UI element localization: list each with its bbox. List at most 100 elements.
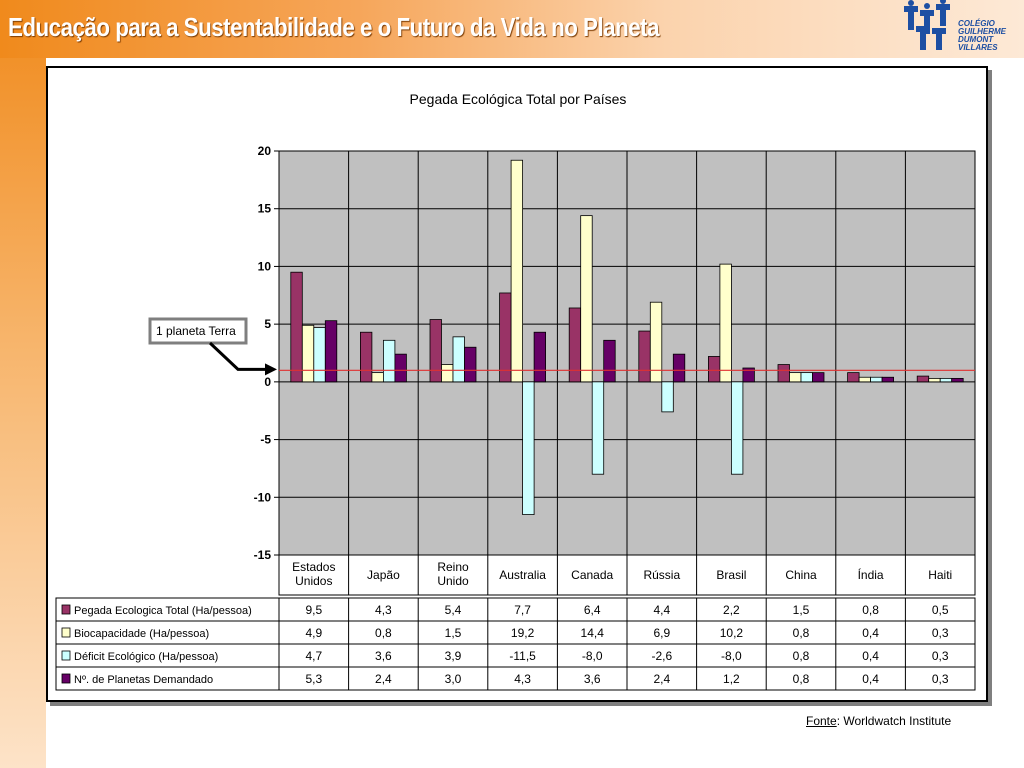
bar bbox=[591, 381, 605, 475]
chart-title: Pegada Ecológica Total por Países bbox=[410, 91, 627, 107]
annotation-arrow-line bbox=[208, 341, 267, 371]
x-tick-label: China bbox=[785, 568, 817, 582]
data-label: 10,2 bbox=[720, 626, 744, 640]
data-label: 3,0 bbox=[445, 672, 462, 686]
slide-background-top bbox=[0, 0, 1024, 58]
data-label: 19,2 bbox=[511, 626, 535, 640]
y-tick-label: 10 bbox=[258, 259, 272, 273]
data-label: 0,4 bbox=[862, 672, 879, 686]
legend-swatch bbox=[61, 650, 71, 661]
bar bbox=[951, 377, 964, 383]
bar bbox=[777, 364, 790, 383]
data-label: -11,5 bbox=[509, 649, 536, 663]
x-tick-label-line: Canada bbox=[571, 568, 613, 582]
data-label: -8,0 bbox=[582, 649, 603, 663]
data-label: 7,7 bbox=[514, 603, 531, 617]
bar bbox=[649, 301, 663, 383]
data-label: -2,6 bbox=[651, 649, 672, 663]
y-tick-label: 15 bbox=[258, 202, 272, 216]
x-tick-label-line: Índia bbox=[858, 567, 884, 582]
data-label: 2,4 bbox=[375, 672, 392, 686]
school-logo bbox=[896, 0, 1024, 58]
legend-swatch bbox=[61, 604, 71, 615]
data-label: 9,5 bbox=[305, 603, 322, 617]
data-label: 1,5 bbox=[793, 603, 810, 617]
data-label: 6,9 bbox=[653, 626, 670, 640]
data-label: 5,3 bbox=[305, 672, 322, 686]
logo-mark-icon bbox=[904, 0, 950, 50]
data-label: 0,8 bbox=[862, 603, 879, 617]
bar bbox=[858, 376, 871, 383]
bar bbox=[881, 376, 894, 383]
legend-entry: Nº. de Planetas Demandado bbox=[74, 674, 213, 686]
x-tick-label: Rússia bbox=[643, 568, 680, 582]
data-label: 0,3 bbox=[932, 626, 949, 640]
bar bbox=[301, 324, 315, 383]
y-tick-label: 0 bbox=[264, 375, 271, 389]
bar bbox=[533, 331, 547, 383]
bar bbox=[661, 381, 674, 413]
x-tick-label: Haiti bbox=[928, 568, 952, 582]
chart-svg: Pegada Ecológica Total por Países 20 15 10… bbox=[55, 91, 976, 691]
data-table-row bbox=[55, 666, 976, 691]
y-tick-label: 20 bbox=[258, 144, 272, 158]
x-tick-label-line: Rússia bbox=[643, 568, 680, 582]
x-tick-label-line: Reino bbox=[437, 560, 469, 574]
data-label: 3,6 bbox=[375, 649, 392, 663]
legend-entry: Déficit Ecológico (Ha/pessoa) bbox=[74, 651, 218, 663]
y-tick-label: -5 bbox=[260, 433, 271, 447]
x-tick-label: Reino Unido bbox=[437, 560, 469, 588]
data-label: 2,4 bbox=[653, 672, 670, 686]
legend-swatch bbox=[61, 627, 71, 638]
data-label: 0,8 bbox=[793, 649, 810, 663]
x-tick-label-line: Unido bbox=[437, 574, 469, 588]
data-label: 3,9 bbox=[445, 649, 462, 663]
x-tick-label-line: Haiti bbox=[928, 568, 952, 582]
data-label: 4,4 bbox=[653, 603, 670, 617]
bar bbox=[290, 271, 303, 383]
y-tick-label: -10 bbox=[254, 490, 272, 504]
bar bbox=[429, 319, 442, 383]
data-label: 2,2 bbox=[723, 603, 740, 617]
data-label: 4,3 bbox=[514, 672, 531, 686]
source-separator: : bbox=[836, 714, 841, 728]
bar bbox=[313, 327, 326, 383]
slide-title: Educação para a Sustentabilidade e o Fut… bbox=[8, 12, 660, 42]
data-label: 1,2 bbox=[723, 672, 740, 686]
x-tick-label-line: Estados bbox=[292, 560, 335, 574]
data-label: 0,5 bbox=[932, 603, 949, 617]
bar bbox=[731, 381, 744, 475]
bar bbox=[847, 372, 860, 383]
bar bbox=[708, 356, 721, 383]
data-label: 0,3 bbox=[932, 649, 949, 663]
bar bbox=[603, 339, 616, 383]
bar bbox=[928, 377, 941, 383]
bar bbox=[800, 372, 813, 383]
slide-background-left bbox=[0, 0, 46, 768]
bar bbox=[580, 215, 593, 383]
legend-swatch bbox=[61, 673, 71, 684]
bar bbox=[812, 372, 825, 383]
bar bbox=[394, 353, 407, 383]
x-tick-label-line: Unidos bbox=[295, 574, 332, 588]
data-label: 0,8 bbox=[793, 672, 810, 686]
data-label: 4,7 bbox=[305, 649, 322, 663]
bar bbox=[441, 364, 454, 383]
annotation-arrow-head bbox=[265, 363, 277, 376]
x-tick-label: Índia bbox=[858, 567, 884, 582]
x-tick-label: Brasil bbox=[716, 568, 746, 582]
bar bbox=[324, 320, 338, 383]
bar bbox=[638, 330, 651, 383]
bar bbox=[359, 331, 373, 383]
bar bbox=[719, 263, 732, 383]
bar bbox=[742, 367, 755, 383]
bar bbox=[499, 292, 512, 383]
bar bbox=[789, 372, 802, 383]
legend-entry: Pegada Ecologica Total (Ha/pessoa) bbox=[74, 605, 252, 617]
data-label: 4,9 bbox=[305, 626, 322, 640]
data-label: 3,6 bbox=[584, 672, 601, 686]
source-text: Worldwatch Institute bbox=[840, 714, 952, 728]
legend-entry: Biocapacidade (Ha/pessoa) bbox=[74, 628, 209, 640]
x-tick-label: Canada bbox=[571, 568, 613, 582]
x-tick-label-line: Brasil bbox=[716, 568, 746, 582]
